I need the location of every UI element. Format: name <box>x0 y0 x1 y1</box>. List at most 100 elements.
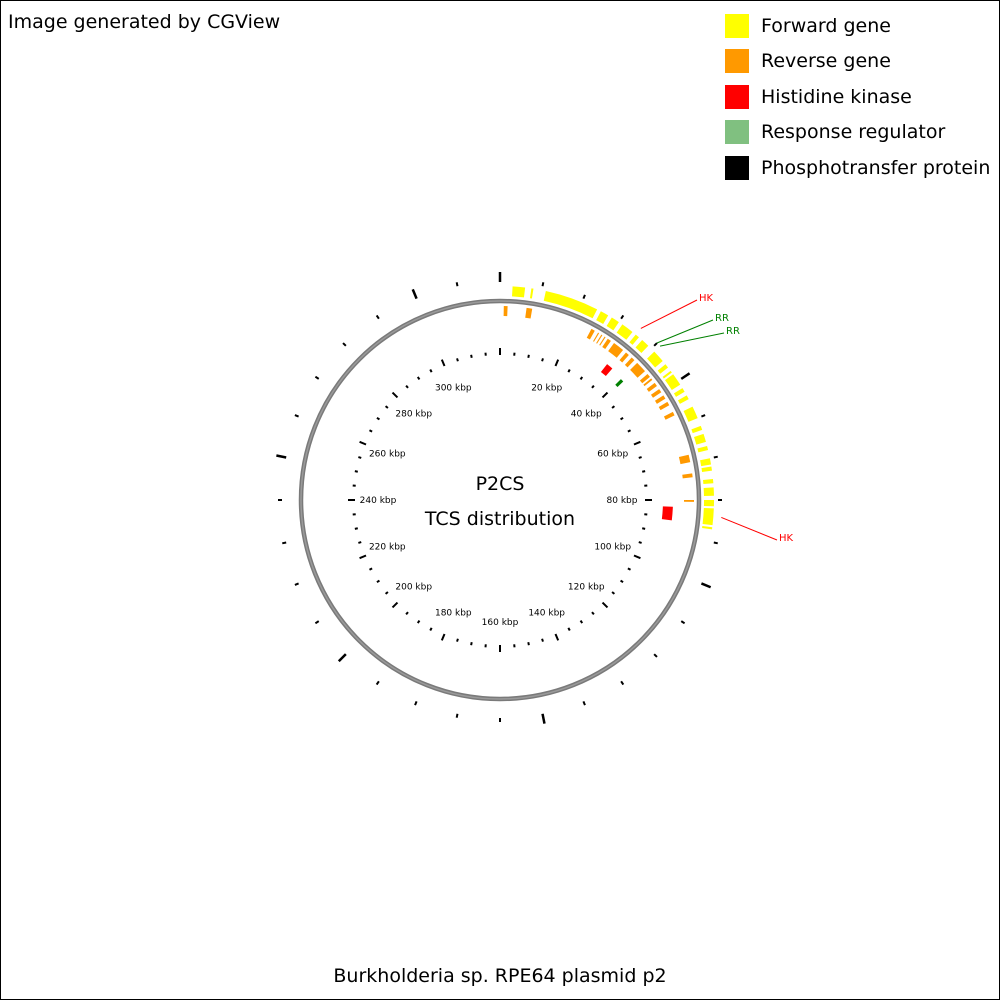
ruler-tick <box>638 456 642 459</box>
ruler-tick <box>369 567 373 571</box>
ruler-tick <box>440 359 446 367</box>
ruler-label: 200 kbp <box>395 582 432 592</box>
ruler-tick <box>359 554 367 560</box>
outer-tick <box>337 653 347 663</box>
callout-label: HK <box>699 293 714 304</box>
header-text: Image generated by CGView <box>8 11 281 33</box>
outer-tick <box>282 541 287 545</box>
outer-tick <box>375 680 380 686</box>
ruler-label: 40 kbp <box>571 410 602 420</box>
reverse-gene <box>602 338 611 350</box>
ruler-tick <box>642 470 646 473</box>
histidine-kinase <box>600 364 613 377</box>
legend-item-histidine-kinase: Histidine kinase <box>725 79 990 115</box>
legend-label: Reverse gene <box>761 50 891 73</box>
ruler-label: 280 kbp <box>395 410 432 420</box>
ruler-label: 160 kbp <box>482 618 519 628</box>
outer-tick <box>414 701 418 706</box>
forward-gene <box>662 370 672 379</box>
forward-gene <box>694 433 706 445</box>
reverse-gene <box>678 454 691 465</box>
ruler-tick <box>638 541 642 544</box>
callout-label: RR <box>715 313 729 324</box>
center-title: P2CS <box>476 473 525 495</box>
ruler-tick <box>354 470 358 473</box>
forward-gene <box>691 425 703 434</box>
ruler-tick <box>376 579 380 584</box>
callout-label: HK <box>779 533 794 544</box>
ruler-tick <box>429 627 433 631</box>
callout-label: RR <box>726 326 740 337</box>
outer-tick <box>680 620 686 625</box>
forward-gene <box>616 324 633 340</box>
reverse-gene <box>619 352 629 363</box>
reverse-gene <box>646 382 657 392</box>
ruler-tick <box>601 601 609 609</box>
ruler-tick <box>470 642 473 646</box>
outer-tick <box>541 713 546 724</box>
ruler-tick <box>391 391 399 399</box>
ruler-tick <box>527 354 530 358</box>
outer-tick <box>653 342 658 347</box>
ruler-tick <box>429 369 433 373</box>
ruler-tick <box>358 541 362 544</box>
backbone-ring <box>298 298 702 702</box>
legend-item-phosphotransfer-protein: Phosphotransfer protein <box>725 150 990 186</box>
ruler-tick <box>579 376 584 380</box>
reverse-gene <box>658 401 670 411</box>
ruler-tick <box>416 620 421 624</box>
ruler-tick <box>642 527 646 530</box>
reverse-gene <box>650 389 662 398</box>
ruler-labels: 20 kbp 40 kbp 60 kbp 80 kbp 100 kbp 120 kbp 14… <box>360 383 638 628</box>
forward-gene <box>629 334 639 345</box>
legend-swatch <box>725 49 749 74</box>
ruler-tick <box>527 642 530 646</box>
outer-tick <box>701 414 706 418</box>
forward-gene <box>703 479 714 484</box>
outer-tick <box>342 342 347 347</box>
forward-gene <box>635 340 649 353</box>
response-regulator <box>615 379 624 388</box>
outer-tick <box>375 314 380 320</box>
ruler-tick <box>541 638 544 642</box>
ruler-tick <box>391 601 399 609</box>
reverse-gene <box>596 334 603 344</box>
reverse-gene <box>608 343 624 358</box>
reverse-gene <box>630 362 646 378</box>
legend-item-reverse-gene: Reverse gene <box>725 44 990 80</box>
outer-tick <box>680 372 691 380</box>
reverse-gene <box>643 378 653 387</box>
legend-label: Response regulator <box>761 121 946 144</box>
ruler-tick <box>405 611 409 616</box>
outer-tick <box>713 455 718 459</box>
ruler-label: 180 kbp <box>435 609 472 619</box>
forward-gene <box>701 466 712 473</box>
ruler-tick <box>358 456 362 459</box>
outer-tick <box>314 375 320 380</box>
ruler-tick <box>627 567 631 571</box>
forward-gene <box>702 508 714 526</box>
ruler-tick <box>611 591 616 595</box>
ruler-tick <box>554 633 560 641</box>
ruler-tick <box>554 359 560 367</box>
ruler-tick <box>416 376 421 380</box>
ruler-tick <box>376 416 380 421</box>
footer-text: Burkholderia sp. RPE64 plasmid p2 <box>333 965 667 987</box>
forward-gene <box>665 374 681 391</box>
forward-gene <box>700 458 712 467</box>
forward-gene <box>596 311 609 325</box>
outer-tick <box>582 701 586 706</box>
ruler-tick <box>369 429 373 433</box>
reverse-gene <box>503 306 508 317</box>
ruler-label: 60 kbp <box>597 449 628 459</box>
ruler-tick <box>456 358 459 362</box>
legend-item-response-regulator: Response regulator <box>725 115 990 151</box>
ruler-tick <box>601 391 609 399</box>
reverse-gene <box>663 411 675 420</box>
legend-swatch <box>725 84 749 109</box>
ruler-label: 100 kbp <box>594 543 631 553</box>
ruler-tick <box>567 627 571 631</box>
ruler-tick <box>620 416 624 421</box>
